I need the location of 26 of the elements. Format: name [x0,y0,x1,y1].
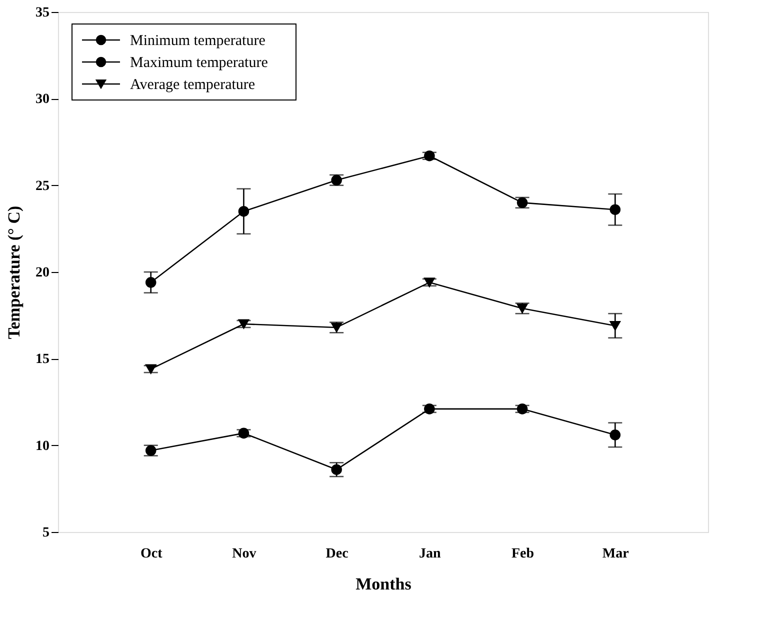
x-tick-label: Jan [419,546,442,562]
legend-label: Minimum temperature [130,33,266,49]
point [145,277,156,288]
point [610,320,621,330]
y-tick-label: 10 [36,438,50,454]
y-tick-label: 15 [36,352,50,368]
y-tick-label: 5 [42,526,50,540]
point [331,464,342,475]
point [424,150,435,162]
y-tick-label: 30 [36,92,50,108]
x-tick-label: Oct [140,546,163,562]
point [238,206,250,217]
x-tick-label: Mar [602,546,629,562]
x-tick-label: Nov [232,546,256,562]
x-axis-title: Months [356,574,412,594]
point [610,430,621,440]
y-tick-label: 20 [36,266,50,280]
y-tick-label: 35 [36,6,50,20]
y-axis-title: Temperature (° C) [4,206,24,340]
point [424,404,435,414]
point [610,204,621,215]
legend-label: Average temperature [130,77,256,93]
legend-label: Maximum temperature [130,55,268,71]
x-tick-label: Dec [326,546,348,562]
y-tick-label: 25 [36,178,50,194]
x-tick-label: Feb [512,546,534,562]
